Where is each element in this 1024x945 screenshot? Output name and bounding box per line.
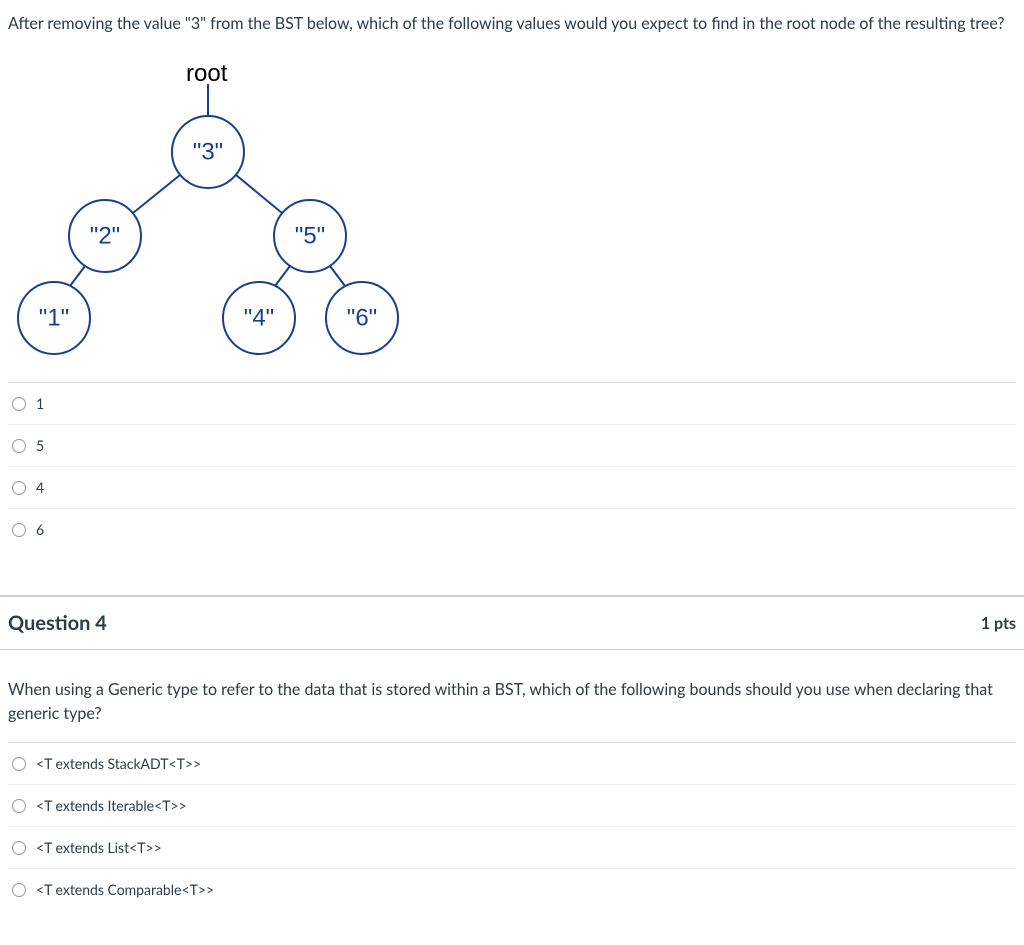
question-4-prompt: When using a Generic type to refer to th… (0, 650, 1024, 742)
q4-option-0-label: <T extends StackADT<T>> (36, 755, 201, 772)
question-4-points: 1 pts (981, 614, 1016, 633)
q4-option-1[interactable]: <T extends Iterable<T>> (8, 785, 1016, 827)
q3-option-3-label: 6 (36, 521, 44, 538)
question-4-title: Question 4 (8, 611, 107, 635)
bst-svg: "3" "2" "5" "1" "4" "6" (8, 52, 408, 362)
svg-text:"1": "1" (39, 305, 69, 332)
bst-diagram: "3" "2" "5" "1" "4" "6" root (8, 52, 408, 362)
question-4-answers: <T extends StackADT<T>> <T extends Itera… (8, 742, 1016, 910)
q3-option-0[interactable]: 1 (8, 383, 1016, 425)
question-3-answers: 1 5 4 6 (8, 382, 1016, 550)
q4-option-0[interactable]: <T extends StackADT<T>> (8, 743, 1016, 785)
q4-radio-1[interactable] (12, 799, 26, 813)
question-separator (0, 550, 1024, 596)
question-3: After removing the value "3" from the BS… (0, 0, 1024, 550)
q4-option-3[interactable]: <T extends Comparable<T>> (8, 869, 1016, 910)
q3-radio-0[interactable] (12, 397, 26, 411)
q3-option-2-label: 4 (36, 479, 44, 496)
q4-option-2[interactable]: <T extends List<T>> (8, 827, 1016, 869)
q3-option-3[interactable]: 6 (8, 509, 1016, 550)
bst-root-label: root (186, 60, 227, 88)
svg-text:"4": "4" (244, 305, 274, 332)
question-4-header: Question 4 1 pts (0, 596, 1024, 650)
q3-option-2[interactable]: 4 (8, 467, 1016, 509)
q4-option-3-label: <T extends Comparable<T>> (36, 881, 214, 898)
q3-option-1[interactable]: 5 (8, 425, 1016, 467)
q3-option-1-label: 5 (36, 437, 44, 454)
q3-radio-3[interactable] (12, 523, 26, 537)
q3-radio-1[interactable] (12, 439, 26, 453)
q3-option-0-label: 1 (36, 395, 44, 412)
q4-option-1-label: <T extends Iterable<T>> (36, 797, 187, 814)
q3-radio-2[interactable] (12, 481, 26, 495)
svg-text:"2": "2" (90, 223, 120, 250)
q4-option-2-label: <T extends List<T>> (36, 839, 162, 856)
q4-radio-0[interactable] (12, 757, 26, 771)
q4-radio-2[interactable] (12, 841, 26, 855)
svg-text:"5": "5" (295, 223, 325, 250)
question-3-prompt: After removing the value "3" from the BS… (0, 0, 1024, 52)
q4-radio-3[interactable] (12, 883, 26, 897)
svg-text:"6": "6" (347, 305, 377, 332)
svg-text:"3": "3" (193, 139, 223, 166)
question-4: When using a Generic type to refer to th… (0, 650, 1024, 910)
